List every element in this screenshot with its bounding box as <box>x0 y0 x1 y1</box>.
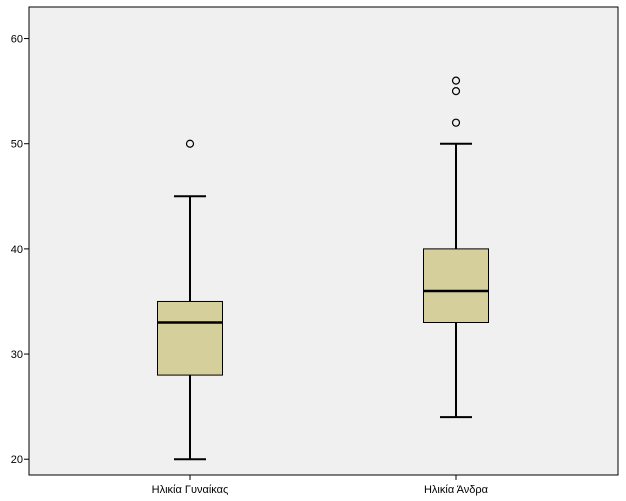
x-axis: Ηλικία Γυναίκας Ηλικία Άνδρα <box>152 475 489 496</box>
iqr-box <box>157 300 223 376</box>
outlier-point <box>451 118 461 127</box>
y-tick-label: 60 <box>11 34 23 46</box>
x-category-label: Ηλικία Άνδρα <box>424 484 489 496</box>
y-tick-label: 50 <box>11 139 23 151</box>
box-1 <box>157 139 223 461</box>
outlier-point <box>185 139 195 148</box>
y-tick-label: 30 <box>11 349 23 361</box>
boxes-group <box>157 76 489 461</box>
x-category-label: Ηλικία Γυναίκας <box>152 484 229 496</box>
outlier-point <box>451 76 461 85</box>
y-tick-label: 40 <box>11 244 23 256</box>
plot-area <box>28 6 619 476</box>
y-axis: 20 30 40 50 60 <box>11 34 29 466</box>
iqr-box <box>423 248 489 324</box>
box-2 <box>423 76 489 419</box>
outlier-point <box>451 87 461 96</box>
y-tick-label: 20 <box>11 454 23 466</box>
